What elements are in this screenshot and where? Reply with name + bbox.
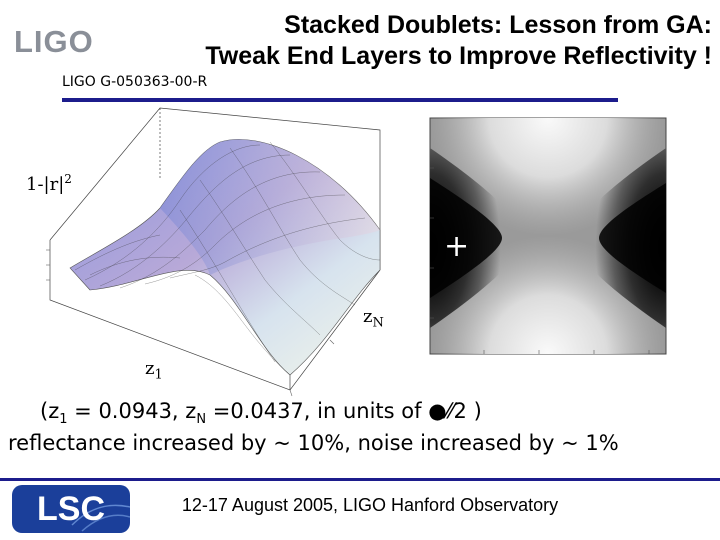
surface-ridge [160, 139, 380, 275]
lsc-logo-waves [71, 504, 130, 532]
surface-grid [74, 141, 381, 376]
title-line-1: Stacked Doublets: Lesson from GA: [284, 11, 712, 39]
ligo-logo: LIGO [14, 24, 94, 59]
caption-values: (z1 = 0.0943, zN =0.0437, in units of ●⁄… [40, 399, 482, 428]
document-id: LIGO G-050363-00-R [62, 74, 208, 90]
lsc-logo: LSC [12, 485, 130, 533]
contour-plot [429, 117, 667, 355]
optimum-marker: + [444, 229, 470, 264]
lsc-logo-text: LSC [37, 490, 105, 528]
surface-plot [46, 107, 381, 397]
title-underline [62, 98, 618, 102]
units-symbol: ●⁄⁄2 [428, 399, 467, 423]
title-line-2: Tweak End Layers to Improve Reflectivity… [205, 42, 712, 70]
surface-tick-marks [46, 249, 335, 397]
surface-z-axis-label: 1-|r|2 [26, 172, 72, 195]
contour-ticks [430, 167, 650, 354]
footer-text: 12-17 August 2005, LIGO Hanford Observat… [181, 495, 559, 515]
slide-title: Stacked Doublets: Lesson from GA: Tweak … [120, 10, 712, 72]
contour-fills [430, 118, 666, 354]
footer-rule [0, 478, 720, 481]
zn-axis-label: zN [363, 306, 384, 331]
z1-axis-label: z1 [145, 358, 163, 383]
caption-result: reflectance increased by ~ 10%, noise in… [8, 431, 619, 455]
